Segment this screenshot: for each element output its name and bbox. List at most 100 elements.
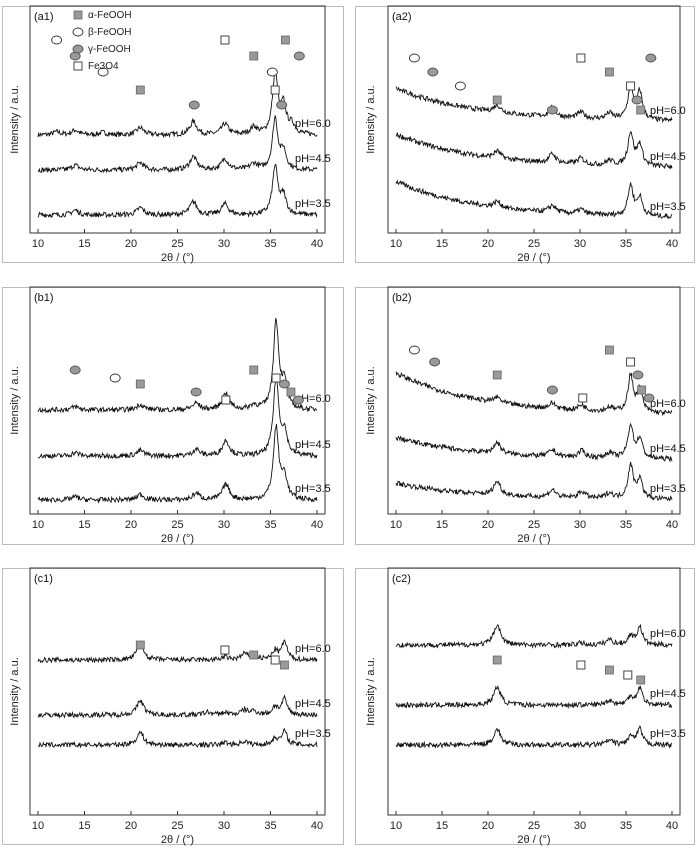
x-tick-label: 40 — [666, 519, 678, 531]
x-tick-label: 40 — [666, 238, 678, 250]
trace-pH-4-5 — [37, 694, 318, 719]
y-axis-title: Intensity / a.u. — [365, 366, 377, 434]
marker-magnetite — [270, 85, 280, 95]
plot-area — [29, 567, 326, 816]
x-tick-label: 35 — [264, 820, 276, 832]
series-label: pH=3.5 — [295, 198, 331, 210]
y-axis-title: Intensity / a.u. — [9, 657, 21, 725]
x-tick-label: 10 — [32, 820, 44, 832]
trace-pH-6-0 — [37, 317, 318, 414]
y-axis-title: Intensity / a.u. — [365, 85, 377, 153]
series-label: pH=3.5 — [295, 728, 331, 740]
x-tick-label: 20 — [125, 519, 137, 531]
marker-gamma — [292, 395, 304, 405]
legend-entry: α-FeOOH — [88, 10, 132, 21]
y-axis-title: Intensity / a.u. — [365, 657, 377, 725]
marker-alpha — [135, 379, 145, 389]
series-label: pH=3.5 — [295, 483, 331, 495]
marker-beta — [97, 67, 109, 77]
x-tick-label: 20 — [482, 238, 494, 250]
marker-magnetite — [271, 373, 281, 383]
series-label: pH=6.0 — [650, 628, 686, 640]
marker-magnetite — [270, 655, 280, 665]
marker-alpha — [636, 105, 646, 115]
legend-entry: γ-FeOOH — [88, 44, 131, 55]
marker-alpha — [280, 660, 289, 670]
panel-label: (a1) — [34, 11, 54, 23]
marker-beta — [454, 81, 466, 91]
panel-frame — [2, 6, 344, 263]
x-tick-label: 30 — [218, 820, 230, 832]
x-tick-label: 30 — [574, 519, 586, 531]
marker-magnetite — [221, 395, 231, 405]
marker-gamma — [279, 379, 290, 389]
x-tick-label: 10 — [390, 519, 402, 531]
marker-alpha — [135, 85, 145, 95]
panel-frame — [2, 287, 344, 545]
x-axis-title: 2θ / (°) — [517, 252, 550, 264]
marker-alpha — [135, 640, 145, 650]
trace-pH-3-5 — [37, 728, 318, 749]
marker-alpha — [636, 675, 646, 685]
marker-beta — [51, 35, 63, 45]
x-tick-label: 20 — [125, 238, 137, 250]
x-tick-label: 25 — [528, 820, 540, 832]
x-axis-title: 2θ / (°) — [161, 834, 194, 846]
marker-magnetite — [576, 53, 586, 63]
panel-c2: (c2) Intensity / a.u. 10 15 20 25 30 35 40 2θ / (… — [355, 567, 695, 846]
panel-frame — [2, 568, 344, 845]
trace-pH-4-5 — [395, 131, 673, 170]
plot-area — [387, 5, 681, 234]
panel-label: (c1) — [34, 573, 53, 585]
marker-alpha — [605, 67, 614, 77]
x-tick-label: 15 — [436, 238, 448, 250]
x-tick-label: 10 — [32, 519, 44, 531]
marker-beta — [109, 373, 121, 383]
x-tick-label: 40 — [311, 519, 323, 531]
x-tick-label: 10 — [390, 820, 402, 832]
series-label: pH=6.0 — [295, 643, 331, 655]
series-label: pH=4.5 — [295, 153, 331, 165]
trace-pH-4-5 — [395, 422, 673, 463]
legend-marker-alpha — [73, 10, 83, 20]
trace-pH-4-5 — [37, 114, 318, 174]
marker-magnetite — [623, 670, 633, 680]
x-tick-label: 30 — [574, 820, 586, 832]
x-tick-label: 30 — [218, 519, 230, 531]
trace-pH-6-0 — [395, 371, 673, 417]
x-axis-title: 2θ / (°) — [517, 533, 550, 545]
marker-gamma — [631, 95, 643, 105]
trace-pH-3-5 — [37, 423, 318, 504]
panel-label: (b2) — [392, 292, 412, 304]
x-tick-label: 20 — [482, 519, 494, 531]
marker-alpha — [249, 650, 259, 660]
legend-marker-magnetite — [73, 61, 83, 71]
x-tick-label: 25 — [528, 519, 540, 531]
panel-a1: (a1) Intensity / a.u. 10 15 20 25 30 35 40 2θ / (… — [2, 5, 344, 264]
legend: α-FeOOH β-FeOOH γ-FeOOH Fe3O4 — [72, 10, 132, 72]
y-axis-title: Intensity / a.u. — [9, 85, 21, 153]
marker-beta — [408, 53, 420, 63]
x-tick-label: 40 — [311, 820, 323, 832]
series-label: pH=6.0 — [295, 118, 331, 130]
x-tick-label: 15 — [436, 820, 448, 832]
series-label: pH=4.5 — [295, 439, 331, 451]
marker-magnetite — [576, 660, 586, 670]
marker-alpha — [286, 387, 296, 397]
marker-alpha — [605, 345, 614, 355]
marker-magnetite — [578, 393, 588, 403]
series-label: pH=4.5 — [650, 151, 686, 163]
x-tick-label: 25 — [171, 519, 183, 531]
panel-c1: (c1) Intensity / a.u. 10 15 20 25 30 35 40 2θ / (… — [2, 567, 344, 846]
panel-frame — [355, 287, 695, 545]
marker-gamma — [190, 387, 202, 397]
trace-pH-6-0 — [395, 624, 673, 649]
x-tick-label: 15 — [78, 820, 90, 832]
series-label: pH=6.0 — [650, 398, 686, 410]
plot-area — [29, 5, 326, 234]
series-label: pH=3.5 — [650, 728, 686, 740]
x-tick-label: 15 — [78, 238, 90, 250]
trace-pH-6-0 — [395, 82, 673, 124]
panel-label: (a2) — [392, 11, 412, 23]
